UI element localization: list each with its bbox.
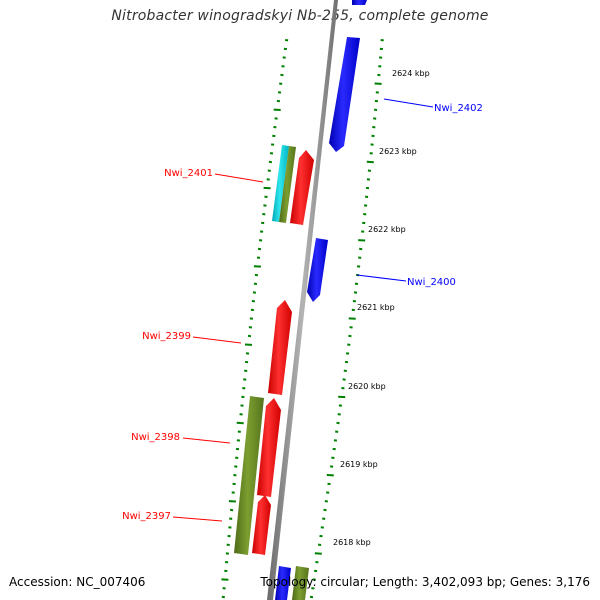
scale-label: 2623 kbp: [379, 147, 417, 156]
scale-label: 2620 kbp: [348, 382, 386, 391]
label-line-nwi-2399: [192, 336, 242, 344]
map-title: Nitrobacter winogradskyi Nb-255, complet…: [111, 8, 489, 24]
outer-scale-ticks: [309, 39, 384, 599]
topology-text: Topology: circular; Length: 3,402,093 bp…: [260, 575, 590, 589]
gene-label-nwi-2398[interactable]: Nwi_2398: [131, 432, 180, 443]
reverse-gene-nwi-2397: [252, 495, 271, 555]
forward-gene-top: [352, 0, 367, 5]
label-line-nwi-2397: [172, 516, 223, 522]
forward-gene-nwi-2400: [307, 238, 328, 302]
reverse-gene-nwi-2399: [268, 300, 292, 395]
gene-label-nwi-2401[interactable]: Nwi_2401: [164, 168, 213, 179]
olive-feature-nwi-2401: [279, 146, 296, 223]
olive-feature-bottom: [292, 566, 309, 600]
label-line-nwi-2400: [356, 274, 407, 282]
gene-label-nwi-2399[interactable]: Nwi_2399: [142, 331, 191, 342]
inner-scale-ticks: [221, 39, 289, 599]
scale-label: 2621 kbp: [357, 303, 395, 312]
scale-label: 2618 kbp: [333, 538, 371, 547]
gene-label-nwi-2402[interactable]: Nwi_2402: [434, 103, 483, 114]
reverse-gene-nwi-2398: [257, 398, 281, 497]
label-line-nwi-2401: [214, 173, 264, 183]
scale-label: 2624 kbp: [392, 69, 430, 78]
gene-label-nwi-2397[interactable]: Nwi_2397: [122, 511, 171, 522]
forward-gene-bottom: [275, 566, 291, 600]
gene-label-nwi-2400[interactable]: Nwi_2400: [407, 277, 456, 288]
genome-backbone: [267, 0, 338, 600]
label-line-nwi-2398: [182, 437, 231, 444]
olive-feature-nwi-2398: [234, 396, 264, 555]
scale-label: 2619 kbp: [340, 460, 378, 469]
accession-text: Accession: NC_007406: [9, 575, 146, 589]
cyan-feature-nwi-2401: [272, 145, 289, 222]
forward-gene-nwi-2402: [329, 37, 360, 152]
scale-label: 2622 kbp: [368, 225, 406, 234]
label-line-nwi-2402: [383, 98, 434, 108]
reverse-gene-nwi-2401: [290, 150, 314, 225]
